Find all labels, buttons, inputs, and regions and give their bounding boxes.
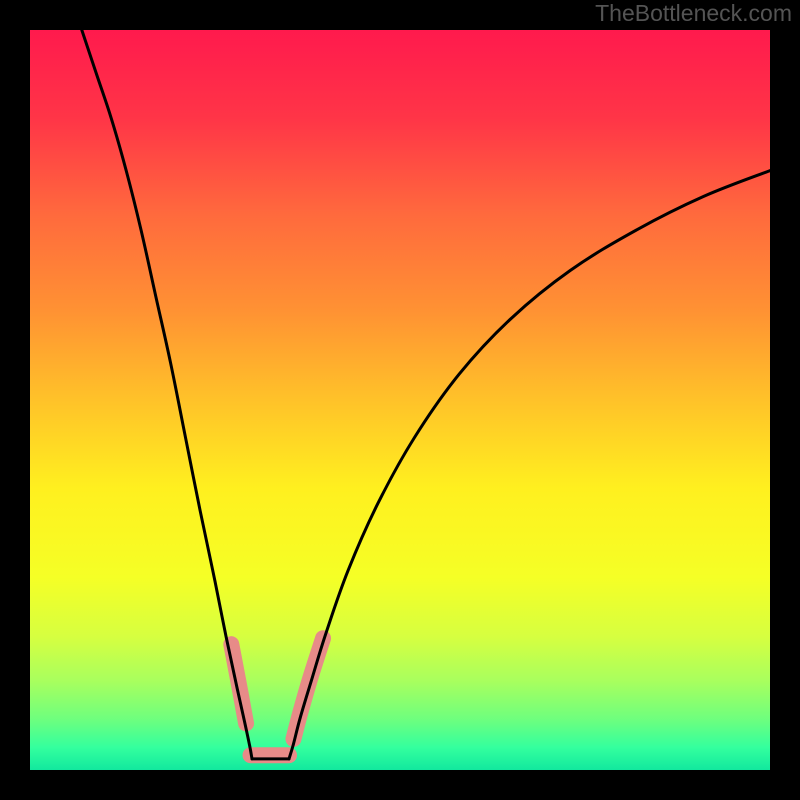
curve-right — [289, 171, 770, 759]
watermark-label: TheBottleneck.com — [595, 0, 792, 27]
highlight-segment-0 — [231, 644, 246, 723]
plot-area — [30, 30, 770, 770]
chart-container: TheBottleneck.com — [0, 0, 800, 800]
curve-layer — [30, 30, 770, 770]
